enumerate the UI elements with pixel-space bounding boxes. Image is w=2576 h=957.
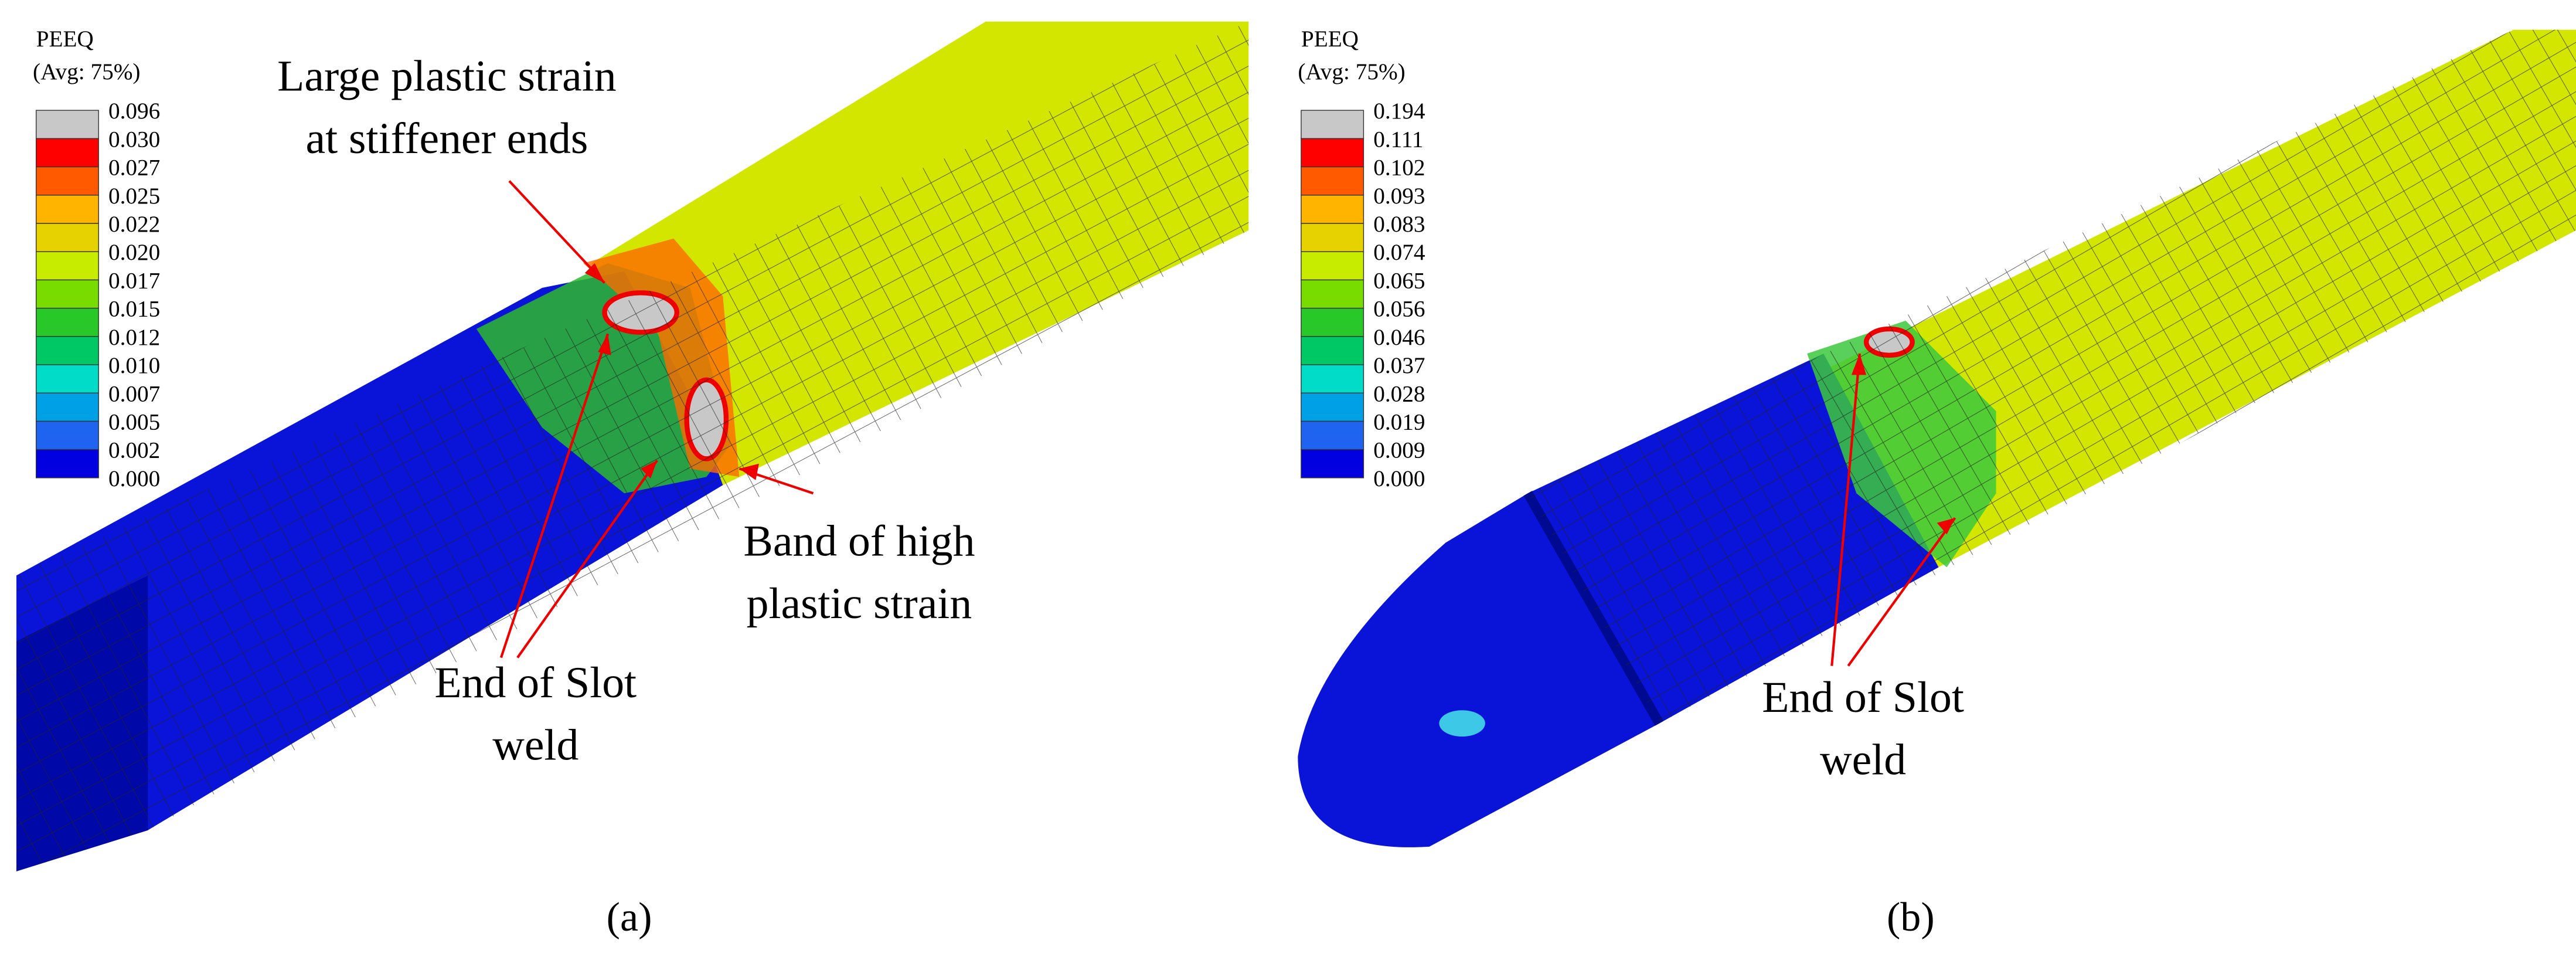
legend-label: 0.102 (1373, 155, 1425, 181)
legend-swatch (35, 110, 99, 140)
legend-label: 0.020 (108, 240, 160, 265)
legend-swatch (1301, 449, 1364, 478)
legend-label: 0.093 (1373, 184, 1425, 209)
legend-label: 0.000 (1373, 466, 1425, 491)
legend-swatch (1301, 307, 1364, 337)
legend-swatch (35, 420, 99, 450)
model-b (1298, 29, 2576, 847)
legend-swatch (1301, 166, 1364, 196)
legend-label: 0.030 (108, 127, 160, 152)
annotation: weld (1820, 736, 1906, 785)
legend-swatch (1301, 336, 1364, 365)
caption: (a) (607, 895, 652, 940)
arrow-heads (584, 263, 1955, 535)
legend-swatch (1301, 223, 1364, 252)
legend-swatch (1301, 392, 1364, 422)
legend-label: 0.015 (108, 297, 160, 322)
legend-subtitle: (Avg: 75%) (1298, 59, 1405, 84)
annotation: plastic strain (747, 579, 972, 628)
legend-swatch (35, 392, 99, 422)
legend-swatch (1301, 420, 1364, 450)
legend-swatch (35, 364, 99, 393)
legend-swatch (35, 251, 99, 281)
annotation: Band of high (743, 517, 975, 566)
legend-label: 0.027 (108, 155, 160, 181)
legend-swatch (35, 166, 99, 196)
legend-label: 0.111 (1373, 127, 1423, 152)
legend-swatch (35, 138, 99, 168)
legend-label: 0.028 (1373, 381, 1425, 406)
model-a (16, 21, 1249, 871)
legend-swatch (1301, 195, 1364, 224)
legend-swatch (35, 195, 99, 224)
annotation: End of Slot (434, 659, 637, 707)
legend-label: 0.074 (1373, 240, 1425, 265)
legend-label: 0.010 (108, 353, 160, 378)
legend-label: 0.000 (108, 466, 160, 491)
legend-label: 0.065 (1373, 268, 1425, 293)
legend-title: PEEQ (36, 26, 94, 52)
legend-title: PEEQ (1301, 26, 1359, 52)
legend-label: 0.002 (108, 438, 160, 463)
legend-swatch (35, 223, 99, 252)
legend-label: 0.009 (1373, 438, 1425, 463)
legend-label: 0.083 (1373, 212, 1425, 237)
legend-swatch (35, 279, 99, 309)
legend-swatch (1301, 251, 1364, 281)
annotation: End of Slot (1762, 673, 1964, 722)
legend-swatch (1301, 138, 1364, 168)
legend-label: 0.007 (108, 381, 160, 406)
legend-label: 0.046 (1373, 325, 1425, 350)
annotation: at stiffener ends (305, 114, 588, 163)
legend-label: 0.012 (108, 325, 160, 350)
legend-label: 0.017 (108, 268, 160, 293)
legend-swatch (1301, 364, 1364, 393)
legend-subtitle: (Avg: 75%) (33, 59, 140, 84)
legend-swatch (35, 336, 99, 365)
legend-swatch (35, 307, 99, 337)
annotation: Large plastic strain (277, 52, 616, 101)
legend-label: 0.037 (1373, 353, 1425, 378)
caption: (b) (1887, 895, 1935, 940)
annotation: weld (492, 721, 579, 769)
legend-label: 0.025 (108, 184, 160, 209)
legend-label: 0.056 (1373, 297, 1425, 322)
legend-swatch (1301, 110, 1364, 140)
legend-label: 0.005 (108, 409, 160, 435)
legend-label: 0.019 (1373, 409, 1425, 435)
legend-swatch (35, 449, 99, 478)
legend-label: 0.194 (1373, 99, 1425, 124)
legend-label: 0.096 (108, 99, 160, 124)
legend-swatch (1301, 279, 1364, 309)
arrows (499, 180, 1956, 667)
legend-label: 0.022 (108, 212, 160, 237)
